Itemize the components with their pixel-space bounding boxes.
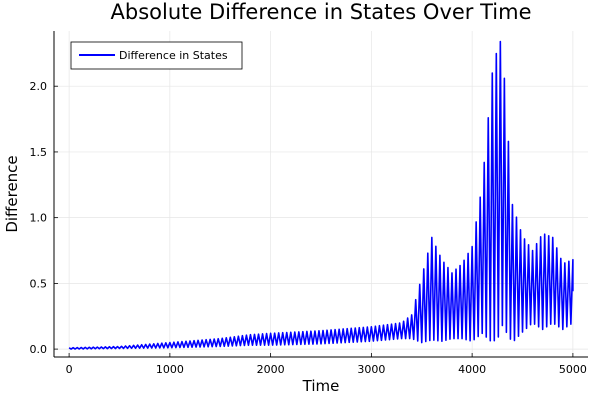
y-tick-label: 1.5 xyxy=(30,146,48,159)
x-tick-label: 5000 xyxy=(559,363,587,376)
x-axis-ticks: 0 1000 2000 3000 4000 5000 xyxy=(66,353,587,376)
y-axis-ticks: 0.0 0.5 1.0 1.5 2.0 xyxy=(30,80,58,356)
x-tick-label: 3000 xyxy=(357,363,385,376)
y-axis-label: Difference xyxy=(3,155,21,232)
x-tick-label: 4000 xyxy=(458,363,486,376)
y-tick-label: 1.0 xyxy=(30,212,48,225)
y-tick-label: 2.0 xyxy=(30,80,48,93)
series-layer xyxy=(68,40,574,350)
series-line-0 xyxy=(68,40,574,350)
x-axis-label: Time xyxy=(302,377,340,395)
x-tick-label: 0 xyxy=(66,363,73,376)
legend: Difference in States xyxy=(70,41,243,70)
legend-entry-label: Difference in States xyxy=(119,49,228,62)
y-tick-label: 0.0 xyxy=(30,343,48,356)
y-tick-label: 0.5 xyxy=(30,277,48,290)
x-tick-label: 2000 xyxy=(257,363,285,376)
x-tick-label: 1000 xyxy=(156,363,184,376)
chart-title: Absolute Difference in States Over Time xyxy=(111,0,532,24)
